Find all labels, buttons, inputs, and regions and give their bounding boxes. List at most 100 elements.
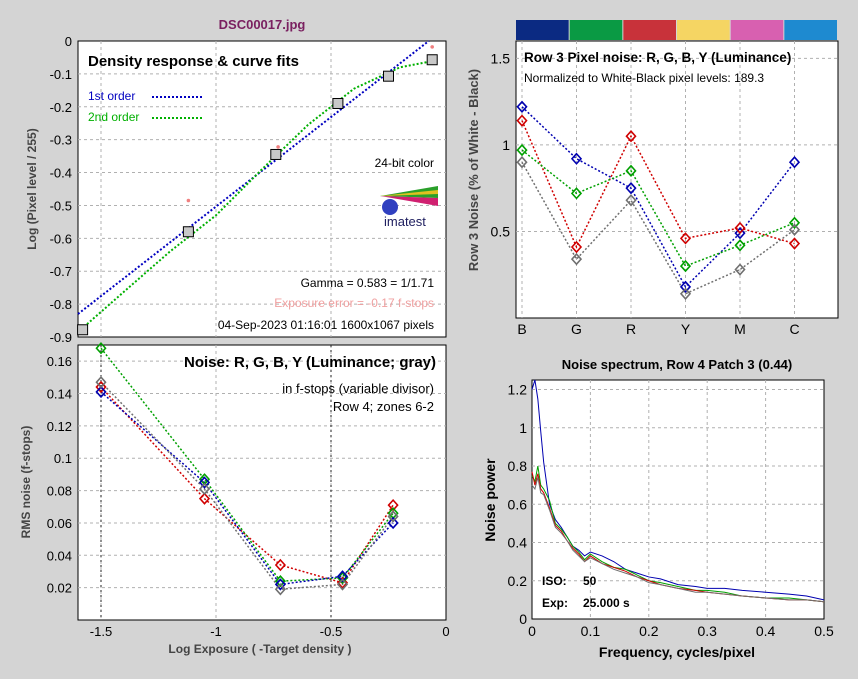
measured-point: [332, 97, 344, 109]
color-patch: [569, 20, 623, 40]
noise-point-blue: [274, 578, 286, 591]
density-ylabel: Log (Pixel level / 255): [25, 128, 39, 249]
noise-panel: 0.02 0.04 0.06 0.08 0.1 0.12 0.14 0.16 -1.5 -1 -0.…: [19, 342, 450, 656]
pixel-noise-point-red: [516, 114, 528, 127]
x-category-label: B: [517, 321, 526, 337]
fit-line-2: [77, 59, 435, 333]
noise-point-red: [387, 498, 399, 512]
measured-point: [383, 70, 394, 82]
exposure-error-text: Exposure error = -0.17 f-stops: [274, 296, 434, 310]
y-tick-label: -0.3: [50, 133, 72, 148]
density-plot-area: [77, 40, 447, 338]
pixel-noise-point-blue: [625, 181, 637, 195]
noise-point-blue: [95, 385, 107, 399]
pixel-noise-point-gray: [734, 263, 746, 276]
y-tick-label: 1.2: [508, 382, 528, 398]
y-tick-label: -0.8: [50, 297, 72, 312]
gamma-text: Gamma = 0.583 = 1/1.71: [301, 276, 435, 290]
y-tick-label: 0.14: [47, 387, 72, 402]
noise-point-green: [95, 342, 107, 355]
y-tick-label: -0.1: [50, 67, 72, 82]
noise-title: Noise: R, G, B, Y (Luminance; gray): [184, 354, 436, 371]
y-tick-label: 0.6: [508, 496, 528, 512]
y-tick-label: -0.9: [50, 330, 72, 345]
y-tick-label: 0: [519, 611, 527, 627]
noise-point-gray: [95, 376, 107, 389]
logo-text: imatest: [384, 214, 426, 229]
x-tick-label: 0.3: [697, 623, 717, 639]
spectrum-panel: 0 0.2 0.4 0.6 0.8 1 1.2 0 0.1 0.2 0.3 0.4 0.5 Noise …: [482, 357, 834, 660]
y-tick-label: 0.1: [54, 451, 72, 466]
color-patch: [730, 20, 784, 40]
noise-point-red: [95, 380, 107, 394]
color-patch: [623, 20, 676, 40]
color-patch: [516, 20, 569, 40]
density-title: Density response & curve fits: [88, 53, 299, 70]
pixel-noise-point-gray: [570, 252, 583, 266]
color-mode-label: 24-bit color: [375, 156, 434, 170]
pixel-noise-point-gray: [625, 194, 637, 207]
pink-point: [430, 45, 435, 49]
y-tick-label: 0.04: [47, 548, 72, 563]
noise-point-green: [274, 574, 286, 588]
pixel-noise-point-green: [516, 143, 528, 157]
spectrum-xlabel: Frequency, cycles/pixel: [599, 644, 755, 660]
x-category-label: C: [789, 321, 799, 337]
pixel-noise-point-blue: [788, 155, 801, 169]
y-tick-label: 0.16: [47, 354, 72, 369]
x-category-label: Y: [681, 321, 691, 337]
pink-point: [186, 198, 191, 203]
y-tick-label: 0.12: [47, 419, 72, 434]
pixel-noise-series-gray: [521, 161, 795, 295]
pixel-noise-point-red: [570, 240, 583, 254]
window-title: DSC00017.jpg: [219, 17, 306, 32]
density-panel: 0 -0.1 -0.2 -0.3 -0.4 -0.5 -0.6 -0.7 -0.8 -0.9 De…: [25, 34, 447, 345]
y-tick-label: -0.2: [50, 100, 72, 115]
imatest-logo: imatest: [380, 186, 438, 229]
spectrum-series-gray: [531, 477, 825, 603]
x-category-label: M: [734, 321, 746, 337]
x-category-label: R: [626, 321, 636, 337]
y-tick-label: -0.6: [50, 231, 72, 246]
date-size-text: 04-Sep-2023 01:16:01 1600x1067 pixels: [218, 318, 434, 332]
pixel-noise-note: Normalized to White-Black pixel levels: …: [524, 71, 764, 85]
y-tick-label: 1: [502, 137, 510, 153]
iso-value: 50: [583, 574, 597, 588]
noise-note-1: in f-stops (variable divisor): [282, 381, 434, 396]
y-tick-label: 0.02: [47, 581, 72, 596]
pink-point: [276, 145, 280, 149]
noise-point-gray: [198, 482, 211, 496]
pixel-noise-title: Row 3 Pixel noise: R, G, B, Y (Luminance…: [524, 50, 791, 65]
measured-point: [270, 148, 282, 160]
measured-point: [426, 54, 438, 66]
y-tick-label: 0.08: [47, 484, 72, 499]
x-tick-label: -1.5: [90, 624, 112, 639]
pixel-noise-point-gray: [788, 223, 801, 236]
pixel-noise-point-red: [679, 232, 692, 245]
pixel-noise-point-red: [625, 130, 637, 143]
y-tick-label: 0.2: [508, 573, 528, 589]
pixel-noise-ylabel: Row 3 Noise (% of White - Black): [466, 69, 481, 271]
x-tick-label: 0: [528, 623, 536, 639]
y-tick-label: 0.5: [491, 223, 511, 239]
pixel-noise-series-red: [521, 120, 795, 249]
noise-series-red: [100, 386, 394, 584]
color-patch-strip: [516, 20, 837, 40]
x-tick-label: 0.5: [814, 623, 834, 639]
x-tick-label: 0: [442, 624, 449, 639]
y-tick-label: -0.7: [50, 264, 72, 279]
x-tick-label: 0.1: [581, 623, 601, 639]
pixel-noise-point-green: [679, 259, 692, 273]
y-tick-label: 0.06: [47, 516, 72, 531]
pixel-noise-point-gray: [516, 155, 528, 169]
y-tick-label: 0.4: [508, 535, 528, 551]
noise-point-green: [336, 571, 349, 585]
noise-point-red: [274, 558, 286, 572]
noise-point-red: [198, 492, 211, 505]
pixel-noise-point-red: [734, 221, 746, 235]
noise-note-2: Row 4; zones 6-2: [333, 399, 434, 414]
spectrum-plot-area: [531, 379, 825, 620]
y-tick-label: -0.4: [50, 166, 72, 181]
pixel-noise-series-blue: [521, 106, 796, 289]
spectrum-ylabel: Noise power: [482, 458, 498, 542]
